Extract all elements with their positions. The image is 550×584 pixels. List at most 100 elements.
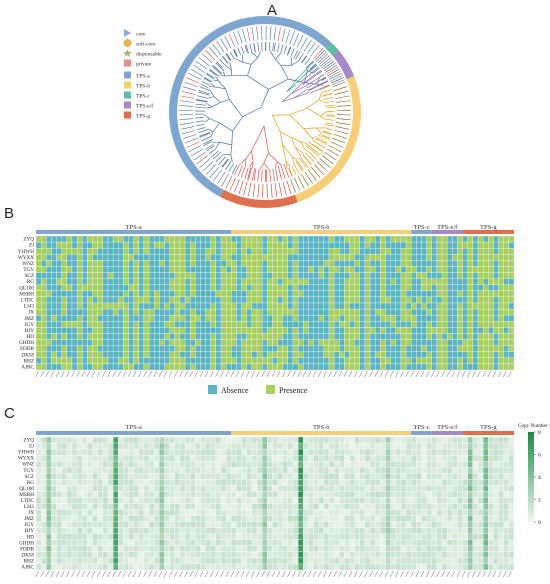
heatmap-cell: [195, 454, 201, 462]
heatmap-cell: [380, 357, 386, 365]
heatmap-cell: [143, 497, 150, 504]
tip-label: [273, 26, 277, 41]
heatmap-cell: [71, 296, 78, 304]
column-label: [50, 370, 55, 378]
heatmap-cell: [246, 235, 253, 243]
heatmap-cell: [179, 278, 186, 285]
heatmap-cell: [226, 363, 232, 371]
heatmap-cell: [354, 290, 360, 298]
heatmap-cell: [148, 321, 155, 328]
heatmap-cell: [395, 308, 402, 316]
heatmap-cell: [40, 260, 47, 267]
heatmap-cell: [251, 296, 258, 304]
heatmap-cell: [102, 315, 109, 322]
tip-label: [328, 70, 341, 79]
heatmap-cell: [154, 515, 160, 522]
heatmap-cell: [333, 241, 340, 249]
heatmap-cell: [102, 357, 109, 365]
branch: [212, 65, 223, 74]
tip-label: [310, 45, 320, 57]
heatmap-cell: [112, 551, 119, 559]
heatmap-cell: [503, 308, 510, 316]
heatmap-cell: [411, 296, 417, 304]
heatmap-cell: [236, 479, 242, 486]
heatmap-cell: [303, 296, 309, 304]
heatmap-cell: [184, 545, 191, 553]
heatmap-cell: [477, 491, 484, 498]
heatmap-cell: [262, 296, 268, 304]
heatmap-cell: [66, 479, 73, 486]
heatmap-cell: [303, 533, 309, 540]
heatmap-cell: [107, 284, 114, 291]
heatmap-cell: [328, 278, 335, 285]
heatmap-cell: [318, 485, 324, 492]
heatmap-cell: [123, 557, 129, 565]
row-label: WNZ: [22, 261, 34, 267]
heatmap-cell: [452, 527, 458, 534]
heatmap-cell: [138, 272, 145, 279]
heatmap-cell: [51, 308, 57, 316]
heatmap-cell: [308, 235, 314, 243]
heatmap-cell: [447, 473, 453, 480]
heatmap-cell: [339, 315, 345, 322]
heatmap-cell: [292, 521, 299, 528]
heatmap-cell: [472, 473, 479, 480]
heatmap-cell: [380, 473, 386, 480]
heatmap-cell: [66, 345, 73, 352]
heatmap-cell: [133, 521, 139, 528]
heatmap-cell: [226, 248, 232, 255]
heatmap-cell: [246, 333, 253, 340]
heatmap-cell: [303, 467, 309, 474]
heatmap-cell: [462, 272, 468, 279]
column-label: [451, 570, 456, 578]
heatmap-cell: [256, 503, 263, 510]
branch: [195, 103, 206, 106]
branch: [195, 120, 204, 123]
heatmap-cell: [349, 363, 355, 371]
column-label: [359, 370, 363, 378]
heatmap-cell: [236, 351, 242, 358]
heatmap-cell: [159, 266, 165, 273]
heatmap-cell: [380, 527, 386, 534]
column-label: [158, 570, 163, 578]
heatmap-cell: [277, 363, 283, 371]
heatmap-cell: [220, 448, 227, 456]
heatmap-cell: [297, 266, 304, 273]
heatmap-cell: [226, 321, 232, 328]
branch: [306, 99, 320, 109]
column-label: [333, 570, 337, 578]
heatmap-cell: [272, 479, 278, 486]
heatmap-cell: [426, 503, 432, 510]
heatmap-cell: [503, 321, 510, 328]
heatmap-cell: [477, 296, 484, 304]
tip-label: [234, 179, 240, 193]
heatmap-cell: [174, 509, 181, 516]
heatmap-cell: [452, 539, 458, 546]
heatmap-cell: [503, 539, 510, 546]
heatmap-cell: [251, 467, 258, 474]
heatmap-cell: [328, 521, 335, 528]
heatmap-cell: [426, 339, 432, 346]
heatmap-cell: [333, 260, 340, 267]
heatmap-cell: [112, 563, 119, 571]
heatmap-cell: [195, 448, 201, 456]
heatmap-cell: [143, 321, 150, 328]
heatmap-cell: [272, 296, 278, 304]
heatmap-cell: [76, 235, 83, 243]
heatmap-cell: [313, 357, 319, 365]
heatmap-cell: [400, 235, 407, 243]
heatmap-cell: [313, 442, 319, 450]
heatmap-cell: [200, 479, 206, 486]
heatmap-cell: [472, 345, 479, 352]
heatmap-cell: [297, 241, 304, 249]
heatmap-cell: [457, 563, 463, 571]
heatmap-cell: [400, 278, 407, 285]
column-label: [482, 370, 486, 378]
heatmap-cell: [395, 557, 402, 565]
heatmap-cell: [308, 260, 314, 267]
legend-subfamily-label: TPS-c: [136, 94, 150, 100]
heatmap-cell: [498, 461, 504, 468]
heatmap-cell: [107, 260, 114, 267]
heatmap-cell: [354, 539, 360, 546]
heatmap-cell: [184, 563, 191, 571]
